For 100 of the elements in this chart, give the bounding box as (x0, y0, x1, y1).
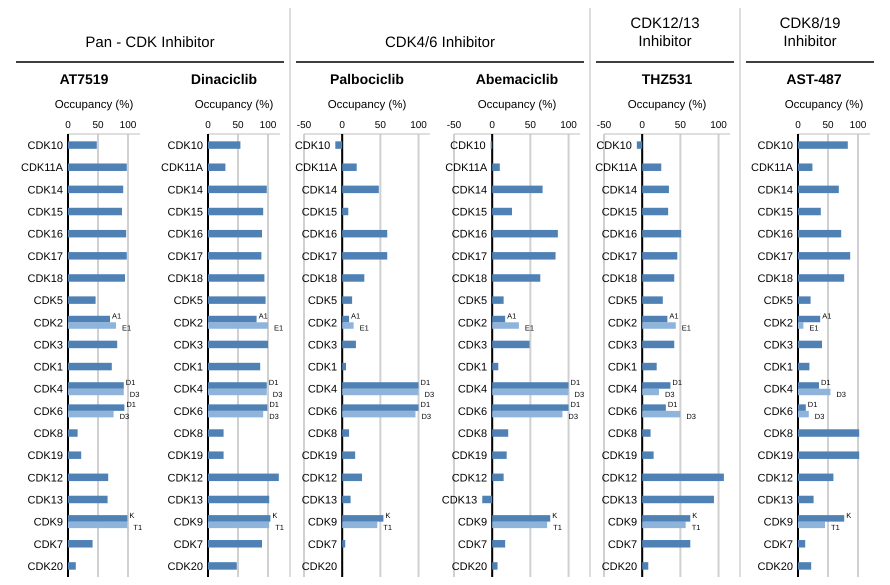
bar (208, 274, 264, 282)
y-tick-label: CDK6 (608, 406, 638, 418)
y-tick-label: CDK20 (28, 560, 63, 573)
bar (208, 451, 224, 459)
y-tick-label: CDK13 (758, 494, 793, 506)
bar (208, 362, 260, 370)
y-tick-label: CDK13 (302, 494, 338, 506)
x-tick-label: 0 (489, 120, 496, 131)
bar (68, 451, 82, 459)
y-tick-label: CDK10 (596, 140, 632, 152)
text: CDK4/6 Inhibitor (384, 34, 496, 51)
y-tick-label: CDK19 (28, 450, 63, 462)
bar (642, 163, 662, 171)
y-tick-label: CDK20 (302, 560, 338, 573)
y-tick-label: CDK17 (758, 250, 793, 263)
bar (68, 186, 124, 194)
bar (208, 429, 224, 437)
y-tick-label: CDK12 (452, 472, 488, 484)
bar (642, 522, 686, 528)
y-tick-label: CDK19 (602, 450, 638, 462)
y-tick-label: CDK18 (452, 272, 488, 285)
y-tick-label: CDK16 (602, 228, 638, 241)
bar (492, 296, 504, 304)
bar (68, 388, 124, 396)
y-tick-label: CDK14 (302, 184, 338, 196)
bar (342, 522, 378, 528)
y-tick-label: CDK9 (458, 516, 488, 529)
bar (492, 522, 548, 528)
bar (642, 340, 674, 348)
y-tick-label: CDK6 (308, 406, 338, 418)
bar (342, 540, 346, 548)
y-tick-label: CDK2 (458, 317, 488, 330)
bar (642, 322, 676, 329)
y-tick-label: CDK3 (308, 339, 338, 352)
bar (208, 186, 267, 194)
x-tick-label: 50 (374, 120, 386, 131)
y-tick-label: CDK11A (445, 162, 488, 174)
y-tick-label: CDK18 (602, 272, 638, 285)
y-tick-label: CDK11A (595, 162, 638, 174)
x-tick-label: -50 (446, 120, 462, 131)
y-tick-label: CDK1 (308, 362, 338, 374)
y-tick-label: CDK8 (608, 428, 638, 440)
bar (342, 496, 351, 504)
y-tick-label: CDK14 (758, 184, 793, 196)
x-axis-title: Occupancy (%) (784, 99, 864, 111)
bar (68, 141, 97, 149)
bar (798, 252, 850, 260)
bar (342, 474, 362, 482)
y-tick-label: CDK10 (28, 140, 63, 152)
x-tick-label: 100 (710, 120, 728, 131)
bar (798, 522, 825, 528)
y-tick-label: CDK10 (450, 140, 486, 152)
bar (68, 163, 127, 171)
bar (342, 429, 350, 437)
y-tick-label: CDK6 (34, 406, 63, 418)
bar (642, 562, 648, 570)
chart-title: THZ531 (642, 71, 692, 87)
y-tick-label: CDK15 (452, 206, 488, 219)
bar (342, 410, 416, 418)
x-tick-label: 100 (120, 120, 137, 131)
y-tick-label: CDK6 (764, 406, 793, 418)
y-tick-label: CDK2 (764, 317, 793, 330)
y-tick-label: CDK10 (168, 140, 203, 152)
y-tick-label: CDK10 (294, 140, 330, 152)
y-tick-label: CDK11A (295, 162, 338, 174)
y-tick-label: CDK15 (602, 206, 638, 219)
bar (642, 540, 690, 548)
bar (68, 410, 114, 418)
bar (642, 410, 680, 418)
y-tick-label: CDK9 (608, 516, 638, 529)
bar (208, 163, 226, 171)
bar (492, 562, 498, 570)
y-tick-label: CDK11A (751, 162, 794, 174)
x-tick-label: 50 (822, 120, 834, 131)
y-tick-label: CDK11A (21, 162, 64, 174)
bar (642, 496, 714, 504)
bar (208, 496, 270, 504)
y-tick-label: CDK3 (34, 339, 63, 352)
bar (208, 540, 262, 548)
bar (68, 562, 76, 570)
bar (335, 141, 342, 149)
bar (798, 340, 822, 348)
y-tick-label: CDK14 (602, 184, 638, 196)
x-tick-label: 0 (339, 120, 346, 131)
y-tick-label: CDK6 (174, 406, 203, 418)
y-tick-label: CDK12 (758, 472, 793, 484)
y-tick-label: CDK20 (602, 560, 638, 573)
bar (208, 388, 267, 396)
bar (642, 388, 659, 396)
y-tick-label: CDK16 (452, 228, 488, 241)
y-tick-label: CDK19 (758, 450, 793, 462)
bar (798, 474, 834, 482)
y-tick-label: CDK10 (758, 140, 793, 152)
y-tick-label: CDK3 (608, 339, 638, 352)
y-tick-label: CDK1 (34, 362, 63, 374)
chart-title: AST-487 (786, 71, 842, 87)
bar (342, 186, 379, 194)
bar (636, 141, 642, 149)
bar (798, 163, 812, 171)
bar (492, 208, 512, 216)
